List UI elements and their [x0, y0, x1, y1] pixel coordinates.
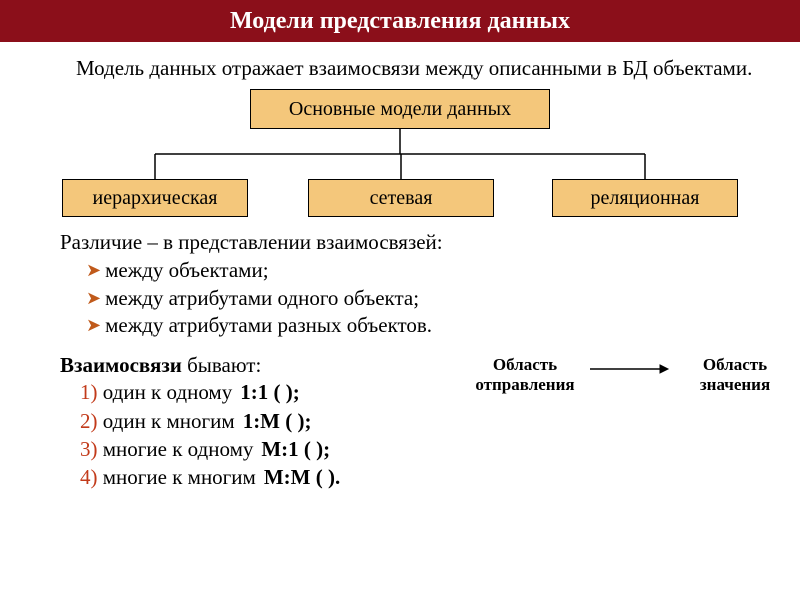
models-tree: Основные модели данных иерархическая сет…	[40, 89, 760, 219]
domain-source-label: Область отправления	[460, 355, 590, 394]
domain-target-line2: значения	[700, 375, 770, 394]
bullet-icon: ➤	[86, 288, 101, 308]
tree-child-network: сетевая	[308, 179, 494, 217]
intro-paragraph: Модель данных отражает взаимосвязи между…	[40, 56, 760, 81]
item-name: один к одному	[103, 380, 232, 404]
list-item: ➤между атрибутами разных объектов.	[86, 312, 800, 339]
bullet-text: между атрибутами разных объектов.	[105, 313, 432, 337]
item-name: многие к многим	[103, 465, 256, 489]
item-number: 2)	[80, 409, 98, 433]
relations-list: 1) один к одному 1:1 ( ); 2) один к многи…	[80, 378, 800, 491]
domain-source-line2: отправления	[475, 375, 574, 394]
list-item: 2) один к многим 1:M ( );	[80, 407, 800, 435]
domain-source-line1: Область	[493, 355, 557, 374]
bullet-text: между атрибутами одного объекта;	[105, 286, 419, 310]
item-number: 4)	[80, 465, 98, 489]
bullet-text: между объектами;	[105, 258, 268, 282]
item-code: 1:1 ( );	[240, 380, 299, 404]
domain-target-label: Область значения	[670, 355, 800, 394]
bullet-icon: ➤	[86, 260, 101, 280]
domain-target-line1: Область	[703, 355, 767, 374]
item-number: 3)	[80, 437, 98, 461]
item-code: M:M ( ).	[264, 465, 340, 489]
tree-child-hierarchical: иерархическая	[62, 179, 248, 217]
item-number: 1)	[80, 380, 98, 404]
list-item: ➤между атрибутами одного объекта;	[86, 285, 800, 312]
tree-child-relational: реляционная	[552, 179, 738, 217]
item-name: один к многим	[103, 409, 235, 433]
difference-list: ➤между объектами; ➤между атрибутами одно…	[86, 257, 800, 339]
item-name: многие к одному	[103, 437, 254, 461]
slide-title: Модели представления данных	[0, 0, 800, 42]
domain-arrow-icon	[590, 363, 670, 383]
relations-lead-bold: Взаимосвязи	[60, 353, 182, 377]
relations-block: Взаимосвязи бывают: 1) один к одному 1:1 …	[60, 353, 800, 523]
item-code: M:1 ( );	[261, 437, 330, 461]
list-item: 3) многие к одному M:1 ( );	[80, 435, 800, 463]
relations-lead-rest: бывают:	[182, 353, 261, 377]
item-code: 1:M ( );	[243, 409, 312, 433]
bullet-icon: ➤	[86, 315, 101, 335]
difference-lead: Различие – в представлении взаимосвязей:	[60, 229, 760, 255]
list-item: ➤между объектами;	[86, 257, 800, 284]
list-item: 4) многие к многим M:M ( ).	[80, 463, 800, 491]
